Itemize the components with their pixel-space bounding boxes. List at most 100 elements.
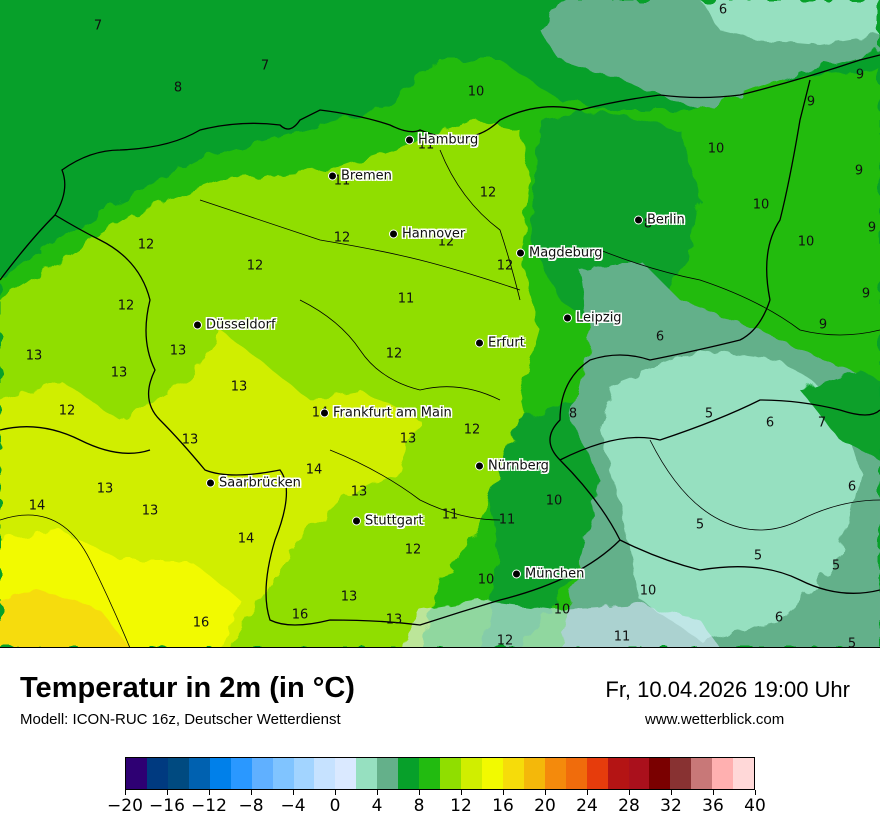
temperature-value: 10 (545, 493, 563, 509)
colorbar-tick-label: 28 (618, 796, 640, 816)
colorbar-tick-label: 4 (371, 796, 383, 816)
colorbar-bin (335, 758, 357, 789)
city-marker: Hamburg (405, 133, 478, 148)
temperature-value: 14 (237, 531, 255, 547)
temperature-value: 11 (397, 291, 415, 307)
colorbar-tick-mark (376, 790, 378, 795)
colorbar-bin (146, 758, 168, 789)
city-label: Frankfurt am Main (333, 405, 452, 421)
temperature-field (0, 0, 880, 647)
temperature-value: 7 (260, 58, 270, 74)
colorbar-tick-label: 16 (492, 796, 514, 816)
temperature-value: 9 (855, 67, 865, 83)
city-dot-icon (475, 338, 484, 348)
temperature-value: 5 (831, 558, 841, 574)
colorbar-bin (314, 758, 336, 789)
city-dot-icon (352, 516, 361, 526)
colorbar-bin (649, 758, 671, 789)
colorbar-bin (230, 758, 252, 789)
city-dot-icon (405, 135, 414, 145)
city-marker: Erfurt (475, 336, 525, 351)
model-source: Modell: ICON-RUC 16z, Deutscher Wetterdi… (20, 711, 341, 728)
temperature-value: 6 (718, 2, 728, 18)
colorbar-tick-mark (250, 790, 252, 795)
temperature-value: 13 (25, 348, 43, 364)
colorbar-bin (167, 758, 189, 789)
colorbar-tick-mark (544, 790, 546, 795)
colorbar-bin (377, 758, 399, 789)
colorbar-tick-mark (502, 790, 504, 795)
temperature-value: 10 (553, 602, 571, 618)
temperature-value: 6 (847, 479, 857, 495)
temperature-value: 10 (639, 583, 657, 599)
colorbar-bin (733, 758, 755, 789)
colorbar-tick-label: −16 (149, 796, 185, 816)
temperature-value: 7 (817, 415, 827, 431)
temperature-value: 10 (707, 141, 725, 157)
temperature-value: 12 (404, 542, 422, 558)
colorbar-tick-mark (334, 790, 336, 795)
colorbar-tick-mark (460, 790, 462, 795)
colorbar-ticks: −20 −16 −12 −8 −4 0 4 8 12 16 20 24 28 32 36 40 (107, 790, 766, 830)
colorbar-bin (272, 758, 294, 789)
temperature-value: 12 (385, 346, 403, 362)
temperature-value: 12 (437, 234, 455, 250)
city-dot-icon (634, 215, 643, 225)
temperature-value: 16 (291, 607, 309, 623)
colorbar-bin (398, 758, 420, 789)
colorbar-tick-mark (166, 790, 168, 795)
colorbar-bin (502, 758, 524, 789)
city-dot-icon (512, 569, 521, 579)
forecast-datetime: Fr, 10.04.2026 19:00 Uhr (605, 677, 850, 702)
colorbar-tick-mark (586, 790, 588, 795)
temperature-value: 12 (117, 298, 135, 314)
temperature-map: 7 7 8 6 10 9 9 10 9 10 11 11 12 12 12 12 12 12 8 10 9 12 11 9 9 6… (0, 0, 880, 648)
city-label: Magdeburg (529, 245, 603, 261)
colorbar-tick-label: 20 (534, 796, 556, 816)
colorbar-bin (670, 758, 692, 789)
colorbar-bin (251, 758, 273, 789)
temperature-value: 13 (230, 379, 248, 395)
city-label: Nürnberg (488, 458, 549, 474)
city-marker: München (512, 567, 584, 582)
city-marker: Saarbrücken (206, 476, 301, 491)
colorbar-tick-label: −12 (191, 796, 227, 816)
colorbar-tick-mark (292, 790, 294, 795)
temperature-value: 8 (643, 216, 653, 232)
city-marker: Bremen (328, 169, 392, 184)
colorbar-bin (565, 758, 587, 789)
city-label: Düsseldorf (206, 317, 276, 333)
colorbar-bin (712, 758, 734, 789)
city-marker: Leipzig (563, 311, 622, 326)
temperature-value: 5 (704, 406, 714, 422)
temperature-value: 12 (137, 237, 155, 253)
colorbar-tick-mark (754, 790, 756, 795)
colorbar-tick-mark (418, 790, 420, 795)
colorbar-tick-mark (712, 790, 714, 795)
temperature-value: 13 (399, 431, 417, 447)
colorbar-tick-mark (208, 790, 210, 795)
temperature-value: 10 (752, 197, 770, 213)
city-dot-icon (193, 320, 202, 330)
temperature-value: 13 (110, 365, 128, 381)
temperature-value: 12 (246, 258, 264, 274)
city-marker: Nürnberg (475, 459, 549, 474)
temperature-value: 11 (417, 137, 435, 153)
city-label: Hamburg (418, 132, 479, 148)
temperature-value: 7 (93, 18, 103, 34)
temperature-value: 13 (350, 484, 368, 500)
city-dot-icon (206, 478, 215, 488)
colorbar-bin (628, 758, 650, 789)
temperature-value: 13 (141, 503, 159, 519)
city-dot-icon (563, 313, 572, 323)
city-label: Leipzig (576, 310, 622, 326)
temperature-value: 10 (467, 84, 485, 100)
city-dot-icon (475, 461, 484, 471)
temperature-value: 11 (498, 512, 516, 528)
temperature-value: 9 (854, 163, 864, 179)
colorbar-bin (188, 758, 210, 789)
city-marker: Düsseldorf (193, 318, 276, 333)
city-marker: Berlin (634, 213, 685, 228)
city-dot-icon (320, 408, 329, 418)
colorbar-tick-label: 36 (702, 796, 724, 816)
